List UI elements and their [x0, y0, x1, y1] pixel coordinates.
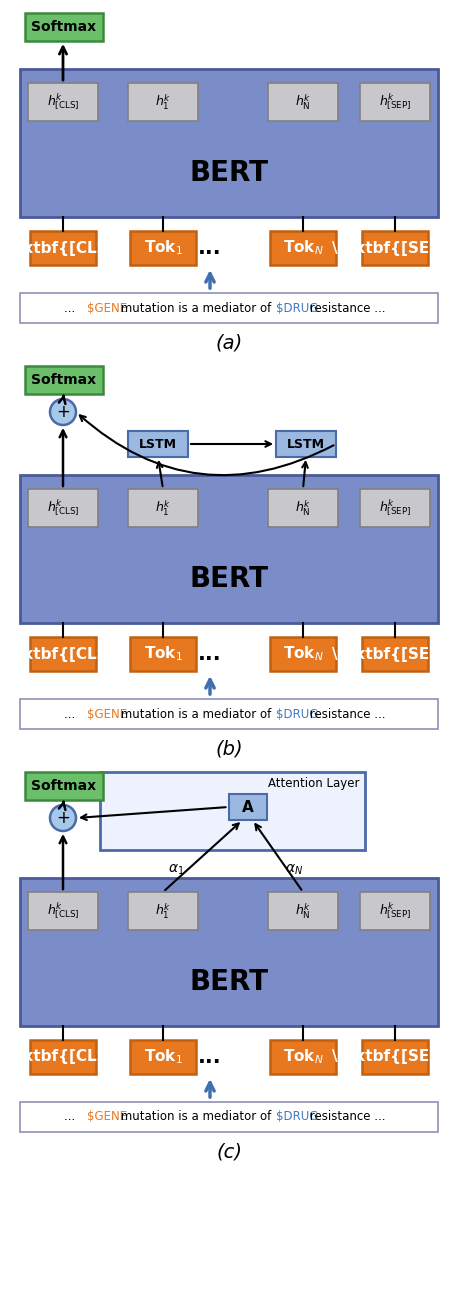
Bar	[20, 293, 438, 324]
Bar	[25, 772, 103, 800]
Text: $DRUG: $DRUG	[276, 707, 319, 721]
Text: \textbf{[SEP]}: \textbf{[SEP]}	[332, 1049, 458, 1065]
Circle shape	[50, 806, 76, 831]
Text: resistance ...: resistance ...	[306, 707, 385, 721]
Bar	[360, 892, 430, 930]
Bar	[20, 878, 438, 1026]
Text: BERT: BERT	[190, 968, 268, 996]
Bar	[270, 637, 336, 671]
Bar	[130, 1040, 196, 1074]
Bar	[268, 83, 338, 121]
Text: $h^k_{\mathrm{[SEP]}}$: $h^k_{\mathrm{[SEP]}}$	[379, 498, 411, 519]
Text: $h^k_{\mathrm{1}}$: $h^k_{\mathrm{1}}$	[155, 92, 171, 111]
Text: ...: ...	[64, 301, 79, 314]
Text: +: +	[56, 403, 70, 421]
Bar	[20, 700, 438, 728]
Bar	[128, 892, 198, 930]
Bar	[20, 1102, 438, 1132]
Text: $h^k_{\mathrm{1}}$: $h^k_{\mathrm{1}}$	[155, 498, 171, 517]
Text: $DRUG: $DRUG	[276, 301, 319, 314]
Text: $\mathbf{Tok}_{N}$: $\mathbf{Tok}_{N}$	[283, 238, 323, 257]
Text: ...: ...	[64, 707, 79, 721]
Text: $\mathbf{Tok}_{N}$: $\mathbf{Tok}_{N}$	[283, 1048, 323, 1066]
Text: $h^k_{\mathrm{[CLS]}}$: $h^k_{\mathrm{[CLS]}}$	[47, 92, 79, 113]
Bar	[30, 637, 96, 671]
Text: mutation is a mediator of: mutation is a mediator of	[117, 1111, 275, 1124]
Text: BERT: BERT	[190, 159, 268, 186]
Bar	[268, 892, 338, 930]
Text: BERT: BERT	[190, 565, 268, 592]
Text: $\mathbf{Tok}_{N}$: $\mathbf{Tok}_{N}$	[283, 645, 323, 663]
Text: $h^k_{\mathrm{1}}$: $h^k_{\mathrm{1}}$	[155, 901, 171, 921]
Bar	[130, 231, 196, 265]
Text: \textbf{[SEP]}: \textbf{[SEP]}	[332, 647, 458, 662]
Text: ...: ...	[198, 238, 222, 258]
Text: mutation is a mediator of: mutation is a mediator of	[117, 301, 275, 314]
Bar	[25, 365, 103, 394]
Bar	[360, 83, 430, 121]
Text: (b): (b)	[215, 740, 243, 758]
Bar	[28, 489, 98, 527]
Bar	[128, 489, 198, 527]
Bar	[362, 1040, 428, 1074]
Text: \textbf{[CLS]}: \textbf{[CLS]}	[0, 647, 125, 662]
Bar	[128, 83, 198, 121]
Text: $h^k_{\mathrm{N}}$: $h^k_{\mathrm{N}}$	[295, 498, 311, 517]
Text: $\mathbf{Tok}_{1}$: $\mathbf{Tok}_{1}$	[143, 645, 182, 663]
Text: Softmax: Softmax	[32, 20, 97, 34]
Text: mutation is a mediator of: mutation is a mediator of	[117, 707, 275, 721]
Text: $\mathbf{Tok}_{1}$: $\mathbf{Tok}_{1}$	[143, 238, 182, 257]
Bar	[362, 637, 428, 671]
Bar	[270, 1040, 336, 1074]
Bar	[28, 83, 98, 121]
Text: Attention Layer: Attention Layer	[268, 777, 360, 790]
Bar	[25, 13, 103, 41]
Text: ...: ...	[198, 1047, 222, 1068]
Text: Softmax: Softmax	[32, 373, 97, 386]
Bar	[360, 489, 430, 527]
Bar	[20, 69, 438, 217]
Circle shape	[50, 400, 76, 424]
Text: +: +	[56, 810, 70, 827]
Text: resistance ...: resistance ...	[306, 1111, 385, 1124]
Bar	[229, 794, 267, 820]
Bar	[100, 772, 365, 850]
Text: $h^k_{\mathrm{N}}$: $h^k_{\mathrm{N}}$	[295, 901, 311, 921]
Text: $h^k_{\mathrm{[SEP]}}$: $h^k_{\mathrm{[SEP]}}$	[379, 901, 411, 921]
Text: $GENE: $GENE	[87, 707, 127, 721]
Text: \textbf{[SEP]}: \textbf{[SEP]}	[332, 241, 458, 255]
Text: $h^k_{\mathrm{[CLS]}}$: $h^k_{\mathrm{[CLS]}}$	[47, 901, 79, 921]
Bar	[130, 637, 196, 671]
Text: LSTM: LSTM	[287, 438, 325, 451]
Bar	[30, 231, 96, 265]
Text: LSTM: LSTM	[139, 438, 177, 451]
Bar	[28, 892, 98, 930]
Text: ...: ...	[198, 645, 222, 664]
Text: $\alpha_1$: $\alpha_1$	[168, 863, 185, 878]
Text: \textbf{[CLS]}: \textbf{[CLS]}	[0, 1049, 125, 1065]
Text: \textbf{[CLS]}: \textbf{[CLS]}	[0, 241, 125, 255]
Bar	[30, 1040, 96, 1074]
Text: $h^k_{\mathrm{[CLS]}}$: $h^k_{\mathrm{[CLS]}}$	[47, 498, 79, 519]
Text: (c): (c)	[216, 1142, 242, 1162]
Text: A: A	[242, 799, 253, 815]
Text: $DRUG: $DRUG	[276, 1111, 319, 1124]
Text: resistance ...: resistance ...	[306, 301, 385, 314]
Bar	[20, 476, 438, 624]
Bar	[276, 431, 336, 457]
Bar	[270, 231, 336, 265]
Bar	[268, 489, 338, 527]
Bar	[362, 231, 428, 265]
Text: (a): (a)	[215, 334, 243, 352]
Text: Softmax: Softmax	[32, 779, 97, 793]
Text: $h^k_{\mathrm{[SEP]}}$: $h^k_{\mathrm{[SEP]}}$	[379, 92, 411, 113]
Bar	[128, 431, 188, 457]
Text: $\alpha_N$: $\alpha_N$	[285, 863, 303, 878]
Text: $\mathbf{Tok}_{1}$: $\mathbf{Tok}_{1}$	[143, 1048, 182, 1066]
Text: ...: ...	[64, 1111, 79, 1124]
Text: $GENE: $GENE	[87, 301, 127, 314]
Text: $h^k_{\mathrm{N}}$: $h^k_{\mathrm{N}}$	[295, 92, 311, 111]
Text: $GENE: $GENE	[87, 1111, 127, 1124]
